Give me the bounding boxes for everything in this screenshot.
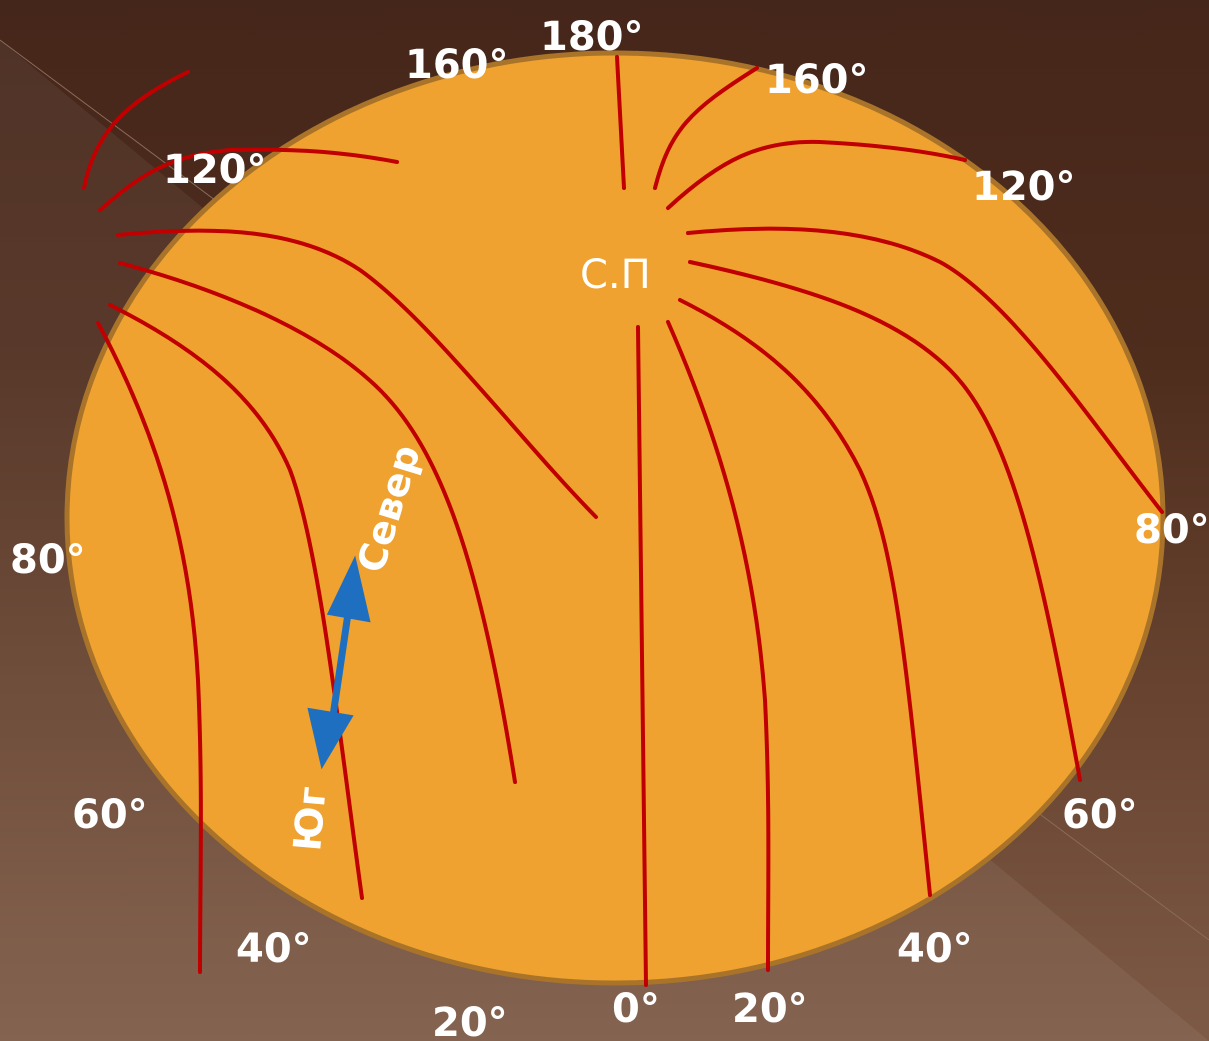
- degree-label-180: 180°: [540, 14, 644, 60]
- meridian-160-right: [653, 66, 759, 190]
- degree-label-0: 0°: [612, 986, 660, 1032]
- degree-label-60-right: 60°: [1062, 792, 1138, 838]
- degree-label-20-right: 20°: [732, 986, 808, 1032]
- meridian-80-right: [688, 260, 1082, 782]
- arrow-head-north: [326, 555, 371, 623]
- meridian-lines: [82, 55, 1164, 987]
- meridian-100-left: [116, 228, 598, 519]
- degree-label-40-right: 40°: [897, 926, 973, 972]
- degree-label-40-left: 40°: [236, 926, 312, 972]
- meridian-40-left: [96, 321, 203, 974]
- degree-label-80-right: 80°: [1134, 507, 1209, 553]
- meridian-40-right: [678, 298, 932, 897]
- meridian-100-right: [686, 226, 1164, 514]
- degree-label-120-left: 120°: [163, 147, 267, 193]
- degree-label-160-right: 160°: [765, 57, 869, 103]
- meridian-160-left: [82, 70, 190, 190]
- meridian-20-right: [666, 320, 771, 972]
- meridian-120-left: [98, 147, 399, 212]
- meridian-180: [615, 55, 626, 190]
- meridian-80-left: [118, 261, 517, 784]
- meridian-0: [636, 325, 648, 987]
- meridian-60-left: [108, 303, 364, 900]
- degree-label-80-left: 80°: [10, 537, 86, 583]
- degree-label-160-left: 160°: [405, 42, 509, 88]
- south-direction-label: Юг: [285, 785, 334, 853]
- north-south-arrow: [307, 555, 371, 770]
- degree-label-120-right: 120°: [972, 164, 1076, 210]
- meridian-120-right: [666, 139, 967, 210]
- degree-label-20-left: 20°: [432, 1000, 508, 1041]
- arrow-head-south: [307, 707, 354, 770]
- north-pole-label: С.П: [580, 252, 651, 298]
- degree-label-60-left: 60°: [72, 792, 148, 838]
- arrow-shaft: [329, 596, 354, 720]
